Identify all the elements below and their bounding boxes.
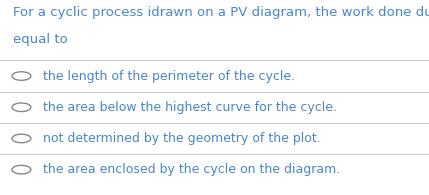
Text: For a cyclic process idrawn on a PV diagram, the work done during a cycle is: For a cyclic process idrawn on a PV diag… <box>13 6 429 19</box>
Text: the length of the perimeter of the cycle.: the length of the perimeter of the cycle… <box>43 70 295 82</box>
Text: equal to: equal to <box>13 33 68 46</box>
Text: the area enclosed by the cycle on the diagram.: the area enclosed by the cycle on the di… <box>43 163 340 176</box>
Text: the area below the highest curve for the cycle.: the area below the highest curve for the… <box>43 101 337 114</box>
Text: not determined by the geometry of the plot.: not determined by the geometry of the pl… <box>43 132 320 145</box>
